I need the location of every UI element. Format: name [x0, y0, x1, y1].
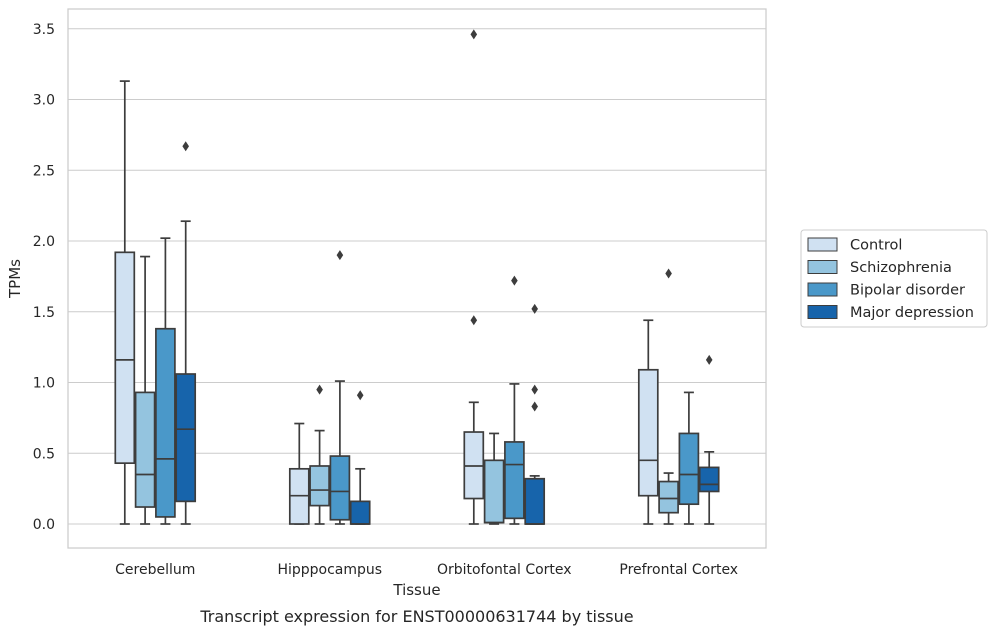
box-iqr	[658, 480, 679, 514]
plot-area-frame	[67, 8, 767, 549]
box-iqr	[329, 455, 351, 521]
y-tick-label: 3.5	[33, 22, 55, 38]
outlier-point	[531, 401, 538, 412]
box-control	[288, 422, 310, 525]
outlier-point	[531, 384, 538, 395]
outlier-point	[182, 141, 189, 152]
y-tick-label: 1.0	[33, 376, 55, 392]
x-axis-ticks: Cerebellum Hipppocampus Orbitofontal Corte…	[115, 562, 738, 578]
box-iqr	[134, 391, 156, 508]
legend-label: Major depression	[850, 305, 974, 321]
chart-caption: Transcript expression for ENST0000063174…	[199, 607, 633, 626]
box-iqr	[175, 373, 197, 503]
y-axis-ticks: 0.0 0.5 1.0 1.5 2.0 2.5 3.0 3.5	[33, 22, 55, 533]
y-tick-label: 1.5	[33, 305, 55, 321]
box-schizophrenia	[309, 384, 330, 525]
y-tick-label: 0.5	[33, 446, 55, 462]
legend: Control Schizophrenia Bipolar disorder Majo…	[800, 229, 988, 328]
box-schizophrenia	[658, 268, 679, 525]
x-tick-label: Orbitofontal Cortex	[437, 562, 572, 578]
box-bipolar-disorder	[155, 237, 176, 525]
x-axis-title: Tissue	[392, 581, 440, 599]
outlier-point	[470, 315, 478, 326]
box-iqr	[698, 466, 720, 493]
legend-swatch	[807, 260, 838, 274]
outlier-point	[705, 354, 713, 365]
y-axis-title: TPMs	[6, 259, 24, 299]
legend-swatch	[807, 237, 838, 252]
box-bipolar-disorder	[504, 275, 525, 525]
legend-frame	[800, 229, 988, 328]
box-major-depression	[698, 354, 720, 525]
outlier-point	[336, 250, 344, 261]
box-schizophrenia	[483, 432, 505, 525]
box-iqr	[678, 432, 700, 506]
x-tick-label: Cerebellum	[115, 562, 195, 578]
box-control	[463, 29, 485, 525]
outlier-point	[531, 303, 538, 314]
box-schizophrenia	[134, 255, 156, 525]
box-bipolar-disorder	[329, 250, 351, 525]
outlier-point	[356, 390, 364, 401]
y-tick-label: 3.0	[33, 93, 55, 109]
box-bipolar-disorder	[678, 391, 700, 525]
box-iqr	[349, 500, 371, 525]
outlier-point	[470, 29, 478, 40]
box-iqr	[309, 465, 330, 507]
y-tick-label: 2.5	[33, 163, 55, 179]
box-iqr	[637, 368, 659, 497]
outlier-point	[511, 275, 518, 286]
box-iqr	[155, 327, 176, 518]
legend-label: Schizophrenia	[850, 260, 952, 276]
outlier-point	[665, 268, 672, 279]
legend-swatch	[807, 305, 838, 319]
box-major-depression	[524, 303, 546, 525]
y-tick-label: 0.0	[33, 517, 55, 533]
box-control	[114, 80, 136, 525]
box-iqr	[524, 477, 546, 525]
legend-swatch	[807, 282, 838, 297]
box-control	[637, 319, 659, 525]
outlier-point	[316, 384, 323, 395]
legend-label: Control	[850, 238, 902, 254]
y-tick-label: 2.0	[33, 234, 55, 250]
box-iqr	[483, 459, 505, 524]
box-iqr	[114, 251, 136, 465]
box-major-depression	[175, 141, 197, 525]
boxes	[114, 29, 720, 525]
x-tick-label: Hipppocampus	[277, 562, 382, 578]
x-tick-label: Prefrontal Cortex	[619, 562, 738, 578]
box-iqr	[504, 441, 525, 520]
box-major-depression	[349, 390, 371, 525]
legend-label: Bipolar disorder	[850, 283, 965, 299]
